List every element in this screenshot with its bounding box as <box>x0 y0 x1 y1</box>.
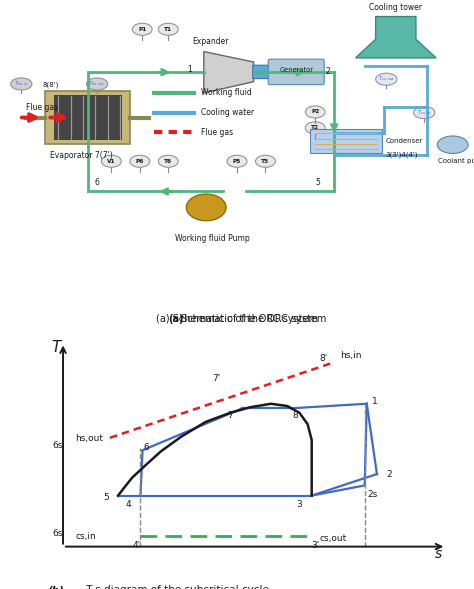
Ellipse shape <box>101 155 121 167</box>
Text: cs,in: cs,in <box>75 532 96 541</box>
Text: $s$: $s$ <box>434 547 443 561</box>
Text: Working fluid Pump: Working fluid Pump <box>175 234 250 243</box>
Ellipse shape <box>227 155 247 167</box>
Ellipse shape <box>158 155 178 167</box>
Text: Cooling tower: Cooling tower <box>369 3 422 12</box>
Ellipse shape <box>305 122 325 134</box>
Text: 5: 5 <box>315 178 320 187</box>
FancyBboxPatch shape <box>253 65 271 78</box>
Text: Flue gas: Flue gas <box>201 128 234 137</box>
Text: 6: 6 <box>95 178 100 187</box>
Text: T1: T1 <box>164 27 173 32</box>
Text: (a) Schematic of the ORC system: (a) Schematic of the ORC system <box>156 314 318 324</box>
FancyBboxPatch shape <box>45 91 130 144</box>
Text: 4': 4' <box>132 541 140 550</box>
Text: 6s: 6s <box>53 530 63 538</box>
Text: 2s: 2s <box>368 490 378 499</box>
Text: $T$: $T$ <box>51 339 63 355</box>
Ellipse shape <box>375 73 397 85</box>
Text: hs,out: hs,out <box>75 434 103 443</box>
Text: 6: 6 <box>144 444 149 452</box>
Text: 3: 3 <box>297 500 302 509</box>
Text: (a): (a) <box>169 314 184 324</box>
Text: $T_{hs,in}$: $T_{hs,in}$ <box>14 80 28 88</box>
Text: 2: 2 <box>386 469 392 478</box>
Text: Schematic of the ORC system: Schematic of the ORC system <box>178 314 327 324</box>
Ellipse shape <box>10 78 32 90</box>
Polygon shape <box>204 51 254 93</box>
Text: 5: 5 <box>103 494 109 502</box>
FancyBboxPatch shape <box>268 59 324 85</box>
Text: 7: 7 <box>228 411 233 419</box>
Text: cs,out: cs,out <box>320 534 347 543</box>
Ellipse shape <box>86 78 108 90</box>
Text: Evaporator 7(7'): Evaporator 7(7') <box>50 151 112 160</box>
Text: T2: T2 <box>311 125 319 130</box>
Text: $T_{cs,out}$: $T_{cs,out}$ <box>378 75 395 83</box>
Text: T5: T5 <box>261 159 270 164</box>
Text: Condenser: Condenser <box>385 138 423 144</box>
Ellipse shape <box>437 136 468 154</box>
Circle shape <box>186 194 226 221</box>
Ellipse shape <box>255 155 275 167</box>
Text: Cooling water: Cooling water <box>201 108 255 117</box>
FancyBboxPatch shape <box>54 95 122 140</box>
Text: 3': 3' <box>311 541 320 550</box>
Text: V1: V1 <box>107 159 116 164</box>
Text: Generator: Generator <box>279 67 313 73</box>
Text: Flue gas: Flue gas <box>26 102 58 111</box>
Text: P2: P2 <box>311 110 319 114</box>
Text: 3(3')4(4'): 3(3')4(4') <box>385 151 418 158</box>
Text: 6s: 6s <box>53 441 63 450</box>
Ellipse shape <box>413 107 435 118</box>
Polygon shape <box>356 16 436 58</box>
Text: Coolant pump: Coolant pump <box>438 158 474 164</box>
Ellipse shape <box>132 23 152 35</box>
Text: P1: P1 <box>138 27 146 32</box>
Text: 2: 2 <box>326 67 330 77</box>
Text: $T_{hs,out}$: $T_{hs,out}$ <box>89 80 106 88</box>
Ellipse shape <box>305 106 325 118</box>
Text: 8: 8 <box>292 411 298 419</box>
Text: P5: P5 <box>233 159 241 164</box>
Text: (b): (b) <box>47 585 64 589</box>
Text: 8(8'): 8(8') <box>43 81 59 88</box>
Text: Expander: Expander <box>192 37 228 45</box>
Text: $T_{cs,in}$: $T_{cs,in}$ <box>417 108 431 117</box>
Ellipse shape <box>130 155 150 167</box>
Ellipse shape <box>158 23 178 35</box>
Text: 1: 1 <box>372 397 378 406</box>
Text: T-s diagram of the subcritical cycle: T-s diagram of the subcritical cycle <box>83 585 269 589</box>
Text: 8': 8' <box>320 354 328 363</box>
Text: 7': 7' <box>212 375 220 383</box>
Text: 4: 4 <box>126 500 131 509</box>
FancyBboxPatch shape <box>310 130 382 153</box>
Text: hs,in: hs,in <box>340 352 362 360</box>
Text: P6: P6 <box>136 159 144 164</box>
Text: T6: T6 <box>164 159 173 164</box>
Text: 1: 1 <box>187 65 192 74</box>
Text: Working fluid: Working fluid <box>201 88 252 97</box>
